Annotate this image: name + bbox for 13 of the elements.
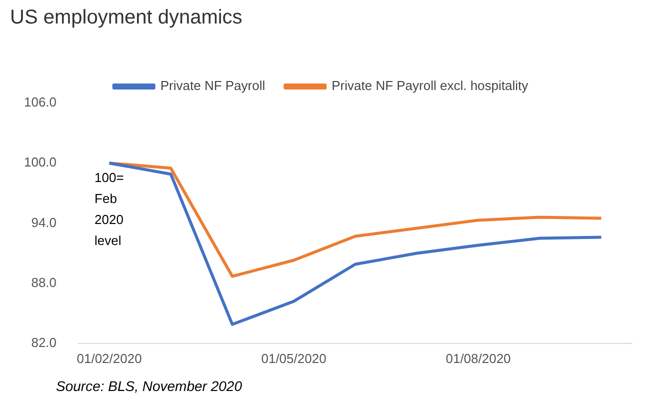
source-note: Source: BLS, November 2020 — [56, 378, 242, 394]
legend-label: Private NF Payroll excl. hospitality — [332, 78, 529, 94]
y-tick-label: 88.0 — [31, 274, 57, 290]
y-tick-label: 100.0 — [24, 154, 57, 170]
x-tick-label: 01/05/2020 — [261, 350, 326, 366]
annotation: 100= Feb 2020 level — [94, 170, 124, 248]
legend-label: Private NF Payroll — [160, 78, 266, 94]
x-tick-label: 01/02/2020 — [76, 350, 142, 366]
y-tick-label: 94.0 — [31, 214, 57, 230]
chart-title: US employment dynamics — [10, 6, 242, 29]
y-tick-label: 106.0 — [24, 94, 57, 110]
y-tick-label: 82.0 — [31, 334, 57, 350]
x-tick-label: 01/08/2020 — [446, 350, 511, 366]
